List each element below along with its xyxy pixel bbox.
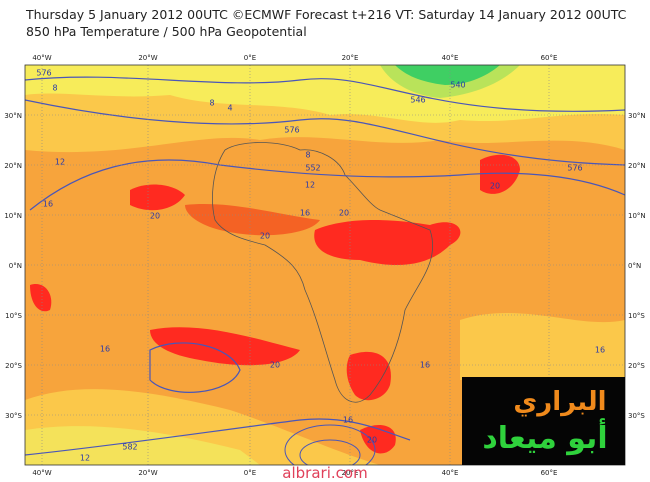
lat-label: 10°N xyxy=(4,212,22,220)
lat-label: 20°S xyxy=(628,362,645,370)
graticule xyxy=(25,65,625,465)
lon-label: 20°W xyxy=(138,469,157,477)
contour-label: 20 xyxy=(367,436,377,445)
lat-label: 10°S xyxy=(628,312,645,320)
watermark: albrari.com xyxy=(282,464,367,482)
lat-label: 20°N xyxy=(628,162,646,170)
contour-label: 20 xyxy=(150,212,160,221)
contour-label: 20 xyxy=(260,232,270,241)
contour-label: 8 xyxy=(209,99,214,108)
lon-label: 40°E xyxy=(442,469,459,477)
lat-label: 10°S xyxy=(5,312,22,320)
lon-label: 20°W xyxy=(138,54,157,62)
lat-label: 20°N xyxy=(4,162,22,170)
title: Thursday 5 January 2012 00UTC ©ECMWF For… xyxy=(26,7,627,22)
contour-label: 20 xyxy=(490,182,500,191)
contour-label: 8 xyxy=(52,84,57,93)
lat-label: 20°S xyxy=(5,362,22,370)
logo-box xyxy=(462,377,625,465)
lat-label: 10°N xyxy=(628,212,646,220)
contour-label: 12 xyxy=(55,158,65,167)
lon-label: 60°E xyxy=(541,54,558,62)
contour-label: 16 xyxy=(343,416,353,425)
contour-label: 16 xyxy=(43,200,53,209)
contour-label: 12 xyxy=(80,454,90,463)
contour-label: 16 xyxy=(100,345,110,354)
contour-label: 552 xyxy=(305,164,320,173)
lon-label: 20°E xyxy=(342,469,359,477)
lon-label: 20°E xyxy=(342,54,359,62)
contour-label: 576 xyxy=(284,126,299,135)
subtitle: 850 hPa Temperature / 500 hPa Geopotenti… xyxy=(26,24,307,39)
lon-label: 0°E xyxy=(244,469,256,477)
contour-label: 8 xyxy=(305,151,310,160)
logo-line1: البراري xyxy=(513,387,606,417)
lat-label: 30°N xyxy=(628,112,646,120)
contour-labels: 576 8 12 16 4 8 576 8 552 12 16 20 20 20… xyxy=(36,69,605,463)
contour-label: 4 xyxy=(227,104,232,113)
contour-label: 16 xyxy=(595,346,605,355)
contour-label: 546 xyxy=(410,96,425,105)
contour-label: 540 xyxy=(450,81,465,90)
contour-label: 12 xyxy=(305,181,315,190)
lat-label: 30°S xyxy=(628,412,645,420)
contour-label: 576 xyxy=(567,164,582,173)
lon-label: 40°W xyxy=(32,54,51,62)
contour-label: 16 xyxy=(420,361,430,370)
contour-label: 16 xyxy=(300,209,310,218)
lon-label: 40°W xyxy=(32,469,51,477)
contour-label: 576 xyxy=(36,69,51,78)
contour-label: 582 xyxy=(122,443,137,452)
lon-label: 40°E xyxy=(442,54,459,62)
lat-label: 0°N xyxy=(9,262,22,270)
lat-label: 30°N xyxy=(4,112,22,120)
lon-label: 60°E xyxy=(541,469,558,477)
lat-label: 30°S xyxy=(5,412,22,420)
lat-label: 0°N xyxy=(628,262,641,270)
lon-label: 0°E xyxy=(244,54,256,62)
map-field xyxy=(25,65,625,465)
contour-label: 20 xyxy=(339,209,349,218)
map-frame xyxy=(24,64,626,466)
contour-label: 20 xyxy=(270,361,280,370)
logo-line2: أبو ميعاد xyxy=(482,418,607,456)
